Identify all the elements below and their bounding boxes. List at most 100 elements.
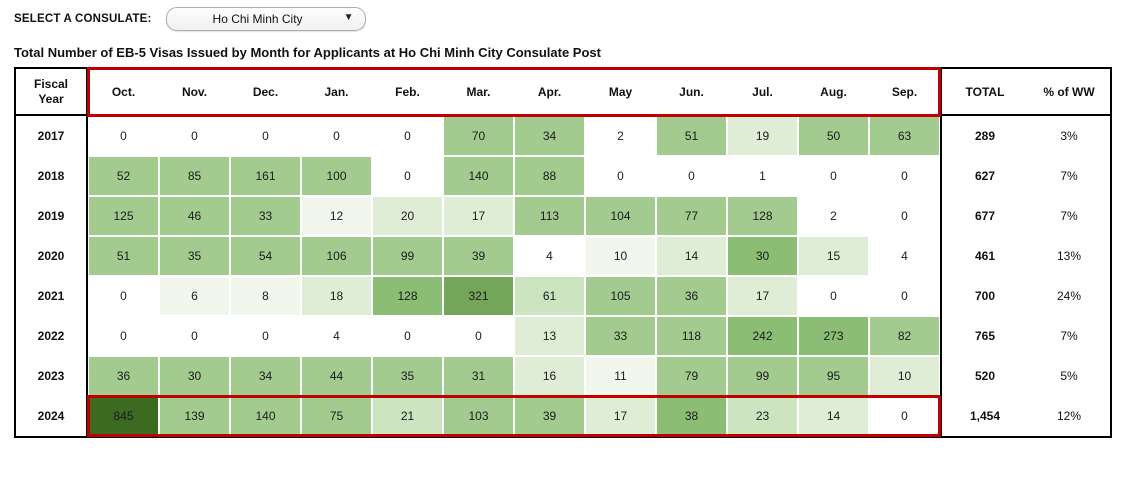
year-label: 2024 [16,396,88,436]
total-cell: 289 [940,116,1028,156]
total-cell: 520 [940,356,1028,396]
heatmap-cell: 1 [727,156,798,196]
heatmap-cell: 50 [798,116,869,156]
heatmap-cell: 44 [301,356,372,396]
heatmap-cell: 79 [656,356,727,396]
heatmap-cell: 242 [727,316,798,356]
year-label: 2022 [16,316,88,356]
heatmap-cell: 140 [443,156,514,196]
heatmap-cell: 140 [230,396,301,436]
page-title: Total Number of EB-5 Visas Issued by Mon… [14,45,601,60]
heatmap-cell: 104 [585,196,656,236]
heatmap-cell: 161 [230,156,301,196]
heatmap-cell: 18 [301,276,372,316]
heatmap-cell: 125 [88,196,159,236]
heatmap-cell: 20 [372,196,443,236]
heatmap-cell: 61 [514,276,585,316]
consulate-dropdown-value: Ho Chi Minh City [212,12,303,26]
month-header: Jun. [656,69,727,116]
month-header: Feb. [372,69,443,116]
year-label: 2019 [16,196,88,236]
heatmap-cell: 85 [159,156,230,196]
heatmap-cell: 0 [159,116,230,156]
heatmap-cell: 0 [88,316,159,356]
heatmap-cell: 82 [869,316,940,356]
heatmap-cell: 4 [301,316,372,356]
heatmap-cell: 0 [230,316,301,356]
chevron-down-icon: ▼ [343,12,354,23]
heatmap-cell: 2 [798,196,869,236]
month-header: Jul. [727,69,798,116]
heatmap-cell: 38 [656,396,727,436]
heatmap-cell: 6 [159,276,230,316]
total-cell: 700 [940,276,1028,316]
heatmap-cell: 17 [443,196,514,236]
total-cell: 461 [940,236,1028,276]
total-cell: 677 [940,196,1028,236]
month-header: Apr. [514,69,585,116]
heatmap-cell: 0 [656,156,727,196]
heatmap-cell: 845 [88,396,159,436]
heatmap-cell: 30 [159,356,230,396]
heatmap-cell: 77 [656,196,727,236]
heatmap-cell: 46 [159,196,230,236]
heatmap-cell: 95 [798,356,869,396]
heatmap-cell: 30 [727,236,798,276]
heatmap-cell: 0 [798,276,869,316]
heatmap-cell: 75 [301,396,372,436]
heatmap-cell: 128 [727,196,798,236]
heatmap-cell: 0 [869,196,940,236]
heatmap-cell: 10 [869,356,940,396]
heatmap-cell: 0 [88,116,159,156]
heatmap-cell: 14 [656,236,727,276]
month-header: Aug. [798,69,869,116]
consulate-dropdown[interactable]: Ho Chi Minh City ▼ [165,7,366,31]
heatmap-cell: 16 [514,356,585,396]
month-header: May [585,69,656,116]
heatmap-cell: 17 [585,396,656,436]
heatmap-cell: 100 [301,156,372,196]
heatmap-cell: 33 [230,196,301,236]
month-header: Mar. [443,69,514,116]
heatmap-cell: 105 [585,276,656,316]
select-consulate-label: SELECT A CONSULATE: [14,13,152,25]
heatmap-cell: 10 [585,236,656,276]
year-label: 2021 [16,276,88,316]
heatmap-cell: 51 [656,116,727,156]
heatmap-cell: 21 [372,396,443,436]
pct-cell: 13% [1056,249,1082,263]
month-header: Dec. [230,69,301,116]
heatmap-cell: 118 [656,316,727,356]
total-cell: 1,454 [940,396,1028,436]
heatmap-cell: 33 [585,316,656,356]
year-label: 2023 [16,356,88,396]
heatmap-cell: 4 [514,236,585,276]
heatmap-cell: 0 [869,276,940,316]
heatmap-cell: 106 [301,236,372,276]
heatmap-cell: 11 [585,356,656,396]
pct-cell: 7% [1060,209,1078,223]
month-header: Oct. [88,69,159,116]
heatmap-cell: 0 [372,156,443,196]
pct-cell: 3% [1060,129,1078,143]
fiscal-year-header: Fiscal Year [16,69,88,116]
heatmap-cell: 0 [869,396,940,436]
total-cell: 765 [940,316,1028,356]
heatmap-cell: 103 [443,396,514,436]
heatmap-cell: 39 [514,396,585,436]
heatmap-cell: 14 [798,396,869,436]
heatmap-cell: 273 [798,316,869,356]
heatmap-cell: 17 [727,276,798,316]
heatmap-cell: 2 [585,116,656,156]
heatmap-cell: 113 [514,196,585,236]
heatmap-cell: 51 [88,236,159,276]
heatmap-cell: 36 [88,356,159,396]
heatmap-cell: 0 [443,316,514,356]
pct-cell: 5% [1060,369,1078,383]
pct-cell: 7% [1060,169,1078,183]
heatmap-cell: 88 [514,156,585,196]
year-label: 2020 [16,236,88,276]
total-cell: 627 [940,156,1028,196]
heatmap-cell: 0 [585,156,656,196]
